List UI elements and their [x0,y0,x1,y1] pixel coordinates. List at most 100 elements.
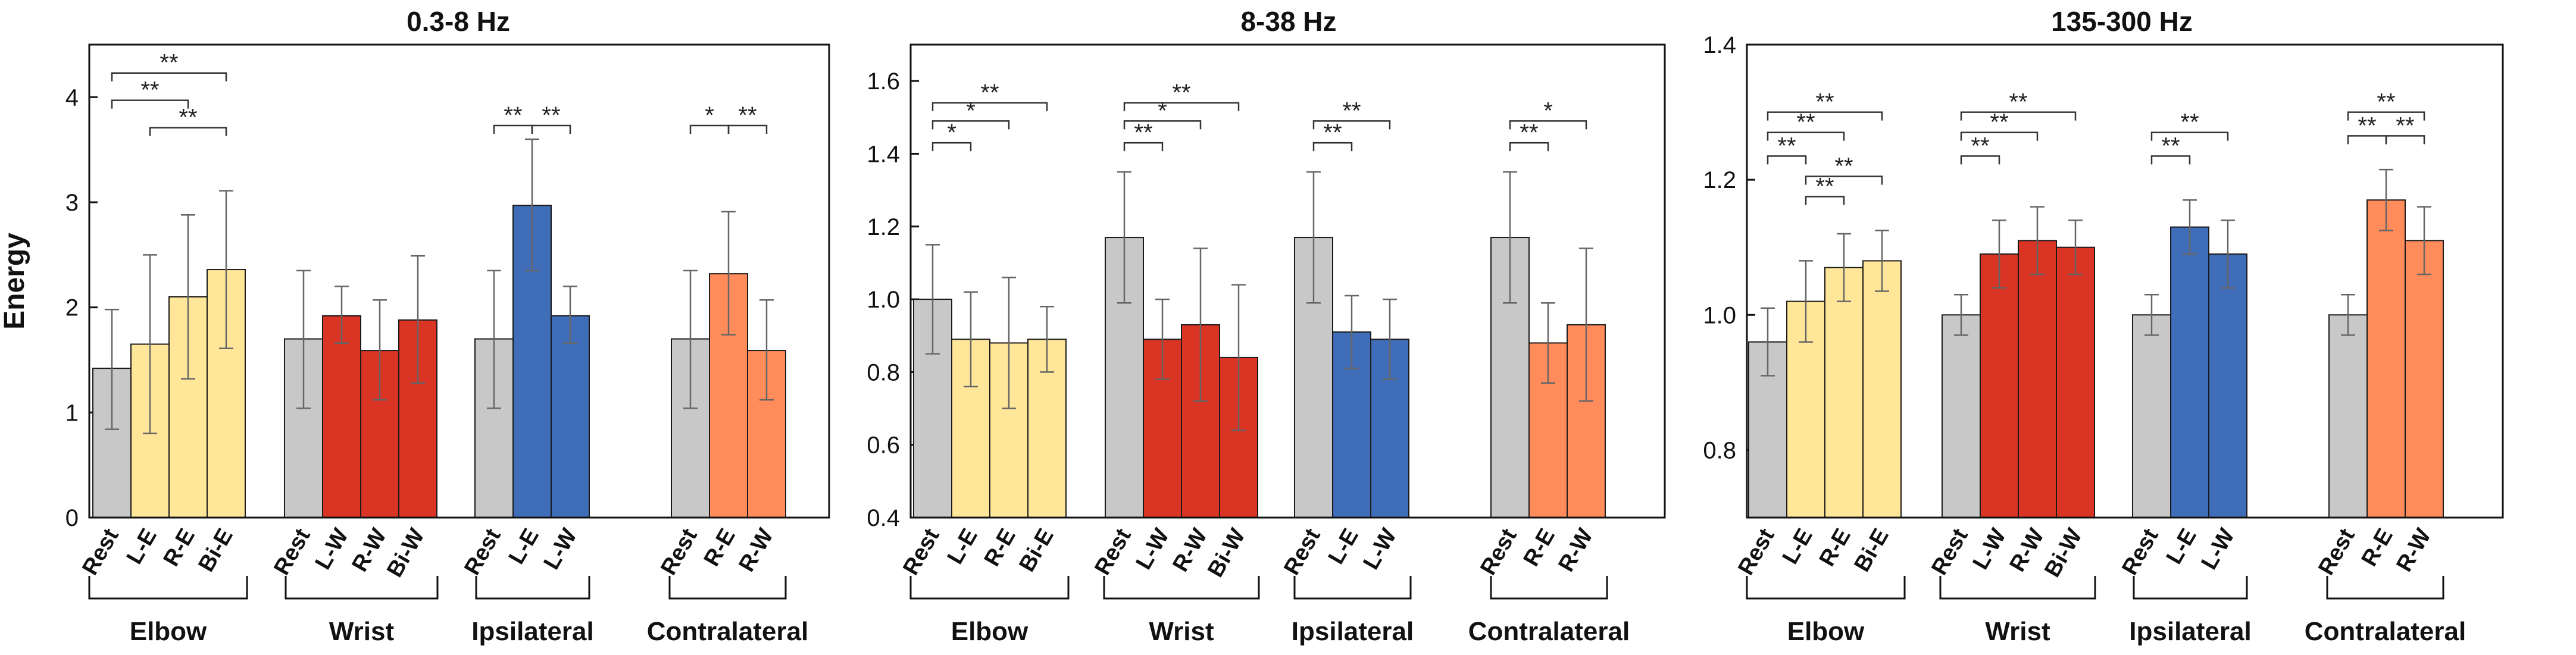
group-bracket [1939,576,2096,600]
significance-label: * [1158,98,1167,124]
x-tick-label: L-W [311,524,354,573]
y-tick-label: 1.4 [867,141,900,167]
group-label: Elbow [1787,617,1865,646]
error-bar [1155,298,1170,380]
chart-panel-3: 135-300 Hz0.81.01.21.4RestL-ER-EBi-EElbo… [1703,6,2504,646]
significance-bracket [1805,196,1845,205]
group-bracket [909,576,1070,600]
error-bar [143,254,157,434]
significance-bracket [1960,131,2039,141]
group-label: Contralateral [1468,617,1630,646]
y-tick-label: 1.4 [1703,32,1736,58]
significance-bracket [2150,155,2191,165]
error-bar [1799,260,1813,343]
error-bar [1761,307,1775,377]
x-tick-label: Rest [1475,524,1522,579]
plot-frame [88,43,830,519]
significance-bracket [1312,142,1353,152]
x-tick-label: L-E [2162,525,2202,569]
x-tick-label: L-E [504,525,544,569]
significance-bracket [1123,142,1164,152]
group-label: Ipsilateral [1292,617,1414,646]
significance-label: ** [980,80,999,106]
error-bar [759,299,774,401]
error-bar [2221,220,2235,289]
error-bar [2183,199,2197,255]
y-tick-label: 1.2 [867,214,900,240]
y-tick-label: 1.0 [867,287,900,313]
significance-bracket [931,120,1010,130]
significance-label: ** [1815,89,1834,115]
error-bar [411,255,425,384]
group-label: Elbow [951,617,1028,646]
bar-ipsilateral-l-w [551,315,590,518]
significance-label: ** [2358,112,2376,139]
significance-label: ** [1777,133,1796,159]
significance-label: ** [1172,80,1190,106]
error-bar [296,269,311,409]
bar-wrist-l-w [322,315,361,518]
group-bracket [475,576,590,600]
y-tick-label: 0.8 [867,359,900,386]
y-tick-label: 1.6 [867,68,900,95]
y-tick-label: 0.6 [867,433,900,459]
x-tick-label: Rest [898,524,945,579]
x-tick-label: L-W [1131,524,1174,573]
x-tick-label: Rest [1733,524,1780,579]
x-tick-label: Rest [1279,524,1325,579]
x-tick-label: Rest [269,524,315,579]
error-bar [219,190,233,349]
plot-frame [1746,43,2504,519]
significance-label: ** [1834,153,1853,179]
x-tick-label: Bi-W [1203,524,1251,581]
x-tick-label: L-W [1359,524,1402,573]
significance-bracket [1960,111,2077,121]
x-tick-label: L-W [2197,524,2240,573]
error-bar [1875,230,1889,292]
bar-wrist-rest [1942,314,1981,518]
error-bar [1837,233,1851,302]
error-bar [721,211,736,336]
y-axis-label: Energy [0,233,30,330]
group-label: Wrist [1149,617,1214,646]
significance-label: ** [1134,120,1152,146]
error-bar [1231,284,1246,431]
y-tick-label: 2 [65,295,79,321]
x-tick-label: L-W [1968,524,2011,573]
chart-panel-2: 8-38 Hz0.40.60.81.01.21.41.6RestL-ER-EBi… [867,6,1666,646]
error-bar [1306,171,1321,304]
x-tick-label: Bi-W [2040,524,2087,581]
bar-wrist-bi-w [2056,246,2095,518]
group-label: Contralateral [2305,617,2466,646]
group-bracket [1746,576,1906,600]
error-bar [373,299,387,401]
bar-ipsilateral-rest [2132,314,2171,518]
x-tick-label: R-W [734,524,778,576]
group-label: Elbow [130,617,207,646]
error-bar [1992,220,2006,289]
significance-bracket [531,124,571,134]
chart-panel-1: 0.3-8 HzEnergy01234RestL-ER-EBi-EElbowRe… [0,6,830,646]
significance-bracket [1123,102,1240,111]
y-tick-label: 0.8 [1703,437,1736,463]
y-tick-label: 1.0 [1703,302,1736,328]
error-bar [1193,247,1208,402]
bar-elbow-bi-e [1862,260,1902,518]
bar-wrist-l-w [1980,253,2019,518]
x-tick-label: Rest [2117,524,2164,579]
x-tick-label: R-W [1553,524,1598,576]
group-bracket [88,576,248,600]
significance-bracket [931,142,972,152]
group-label: Ipsilateral [471,617,593,646]
significance-bracket [1509,120,1587,130]
error-bar [1002,277,1016,409]
significance-label: ** [1971,133,1989,159]
significance-label: ** [1342,98,1361,124]
y-tick-label: 1.2 [1703,167,1736,193]
x-tick-label: Bi-E [1849,525,1893,576]
x-tick-label: L-E [1778,525,1818,569]
significance-label: ** [1990,109,2008,136]
bar-ipsilateral-l-w [2208,253,2247,518]
error-bar [1579,247,1593,402]
